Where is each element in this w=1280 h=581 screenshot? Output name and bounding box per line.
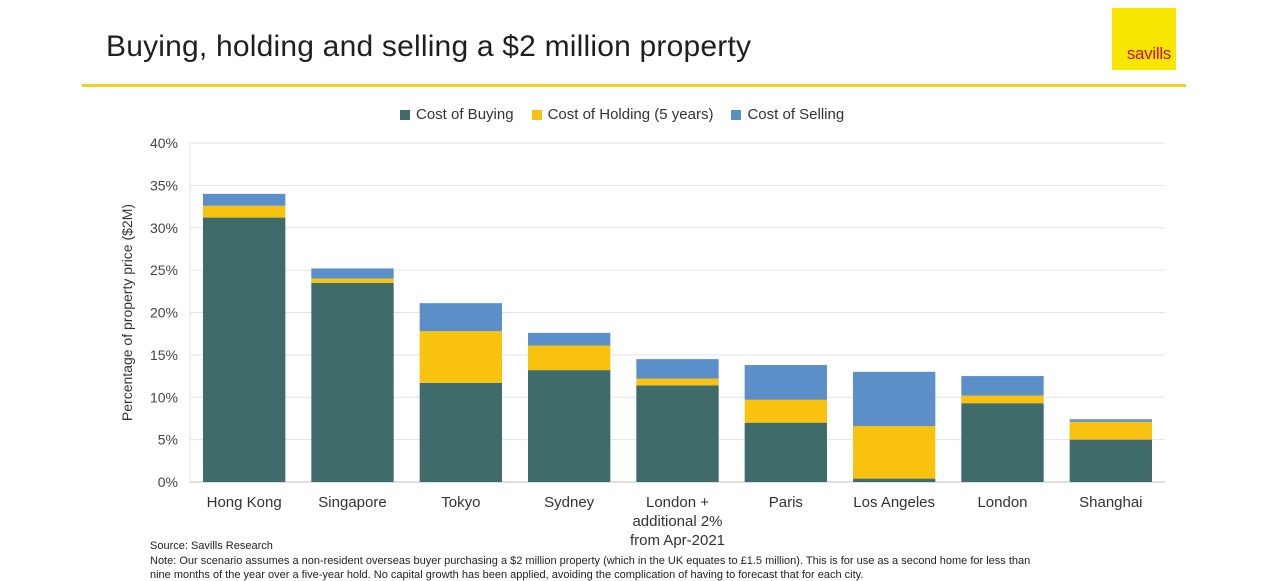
y-tick-label: 0% [158,474,178,490]
x-category-label: Tokyo [441,494,480,511]
y-tick-label: 20% [150,305,178,321]
y-axis-label: Percentage of property price ($2M) [119,204,135,421]
bar-segment-holding [528,345,611,371]
bar-segment-holding [1069,421,1152,440]
legend-label-buying: Cost of Buying [416,106,514,123]
savills-logo: savills [1112,8,1176,70]
x-category-label: Hong Kong [207,494,282,511]
bar-segment-buying [853,478,936,482]
bar-segment-selling [636,359,719,379]
x-category-label: additional 2% [632,513,722,530]
x-category-label: from Apr-2021 [630,532,725,549]
bar-segment-holding [311,278,394,283]
x-category-label: Paris [769,494,803,511]
legend-item-holding: Cost of Holding (5 years) [531,106,714,123]
y-tick-label: 5% [158,432,178,448]
bar-segment-holding [419,331,502,383]
bar-segment-buying [744,422,827,482]
bar-segment-holding [203,205,286,218]
bar-segment-buying [1069,439,1152,482]
bar-segment-buying [311,282,394,482]
bar-segment-selling [744,365,827,400]
x-category-label: London + [646,494,709,511]
y-axis-ticks: 0% 5% 10% 15% 20% 25% 30% 35% 40% [150,135,178,490]
bar-segment-holding [636,378,719,386]
legend-item-buying: Cost of Buying [400,106,514,123]
bar-segment-buying [203,217,286,482]
y-tick-label: 25% [150,262,178,278]
bar-segment-selling [961,376,1044,396]
y-tick-label: 30% [150,220,178,236]
source-note: Source: Savills Research [150,540,273,552]
legend-swatch-selling [731,109,742,120]
legend-swatch-buying [400,109,410,120]
legend-label-selling: Cost of Selling [747,106,845,123]
footnote-line-2: nine months of the year over a five-year… [150,569,864,581]
legend-swatch-holding [531,109,542,120]
bar-segment-holding [744,399,827,423]
legend-label-holding: Cost of Holding (5 years) [547,106,714,123]
x-category-label: Sydney [544,494,595,511]
title-underline [82,84,1186,87]
bar-segment-buying [528,370,611,482]
bar-segment-selling [853,371,936,427]
bars [203,193,1152,482]
x-category-label: London [977,494,1027,511]
x-category-label: Shanghai [1079,494,1142,511]
x-category-label: Los Angeles [853,494,935,511]
x-axis-categories: Hong Kong Singapore Tokyo Sydney London + add… [207,494,1143,549]
logo-text: savills [1126,44,1171,63]
y-tick-label: 40% [150,135,178,151]
bar-segment-holding [853,426,936,479]
y-tick-label: 35% [150,177,178,193]
bar-segment-selling [203,193,286,206]
y-tick-label: 10% [150,389,178,405]
x-category-label: Singapore [318,494,386,511]
y-tick-label: 15% [150,347,178,363]
bar-segment-holding [961,395,1044,404]
bar-segment-selling [311,268,394,279]
bar-segment-selling [528,332,611,346]
chart-legend: Cost of Buying Cost of Holding (5 years)… [400,106,844,123]
bar-segment-buying [961,403,1044,482]
legend-item-selling: Cost of Selling [731,106,844,123]
bar-segment-selling [1069,419,1152,422]
bar-segment-selling [419,303,502,332]
bar-segment-buying [636,385,719,482]
page-title: Buying, holding and selling a $2 million… [106,30,752,63]
footnote-line-1: Note: Our scenario assumes a non-residen… [150,555,1031,567]
stacked-bar-chart: 0% 5% 10% 15% 20% 25% 30% 35% 40% Hong Kong Singa… [119,135,1165,549]
bar-segment-buying [419,382,502,482]
